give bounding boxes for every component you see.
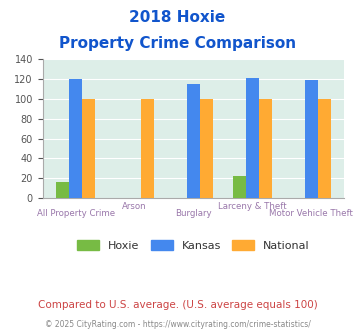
Text: Motor Vehicle Theft: Motor Vehicle Theft [269, 209, 353, 218]
Bar [200, 99, 213, 198]
Bar [141, 99, 154, 198]
Bar [82, 99, 95, 198]
Text: All Property Crime: All Property Crime [37, 209, 115, 218]
Bar [69, 79, 82, 198]
Text: © 2025 CityRating.com - https://www.cityrating.com/crime-statistics/: © 2025 CityRating.com - https://www.city… [45, 320, 310, 329]
Bar [318, 99, 331, 198]
Text: 2018 Hoxie: 2018 Hoxie [129, 10, 226, 25]
Text: Arson: Arson [122, 202, 147, 211]
Text: Larceny & Theft: Larceny & Theft [218, 202, 286, 211]
Bar [259, 99, 272, 198]
Text: Property Crime Comparison: Property Crime Comparison [59, 36, 296, 51]
Legend: Hoxie, Kansas, National: Hoxie, Kansas, National [71, 234, 316, 256]
Text: Compared to U.S. average. (U.S. average equals 100): Compared to U.S. average. (U.S. average … [38, 300, 317, 310]
Bar [56, 182, 69, 198]
Bar [233, 176, 246, 198]
Bar [187, 84, 200, 198]
Bar [246, 78, 259, 198]
Bar [305, 80, 318, 198]
Text: Burglary: Burglary [175, 209, 212, 218]
